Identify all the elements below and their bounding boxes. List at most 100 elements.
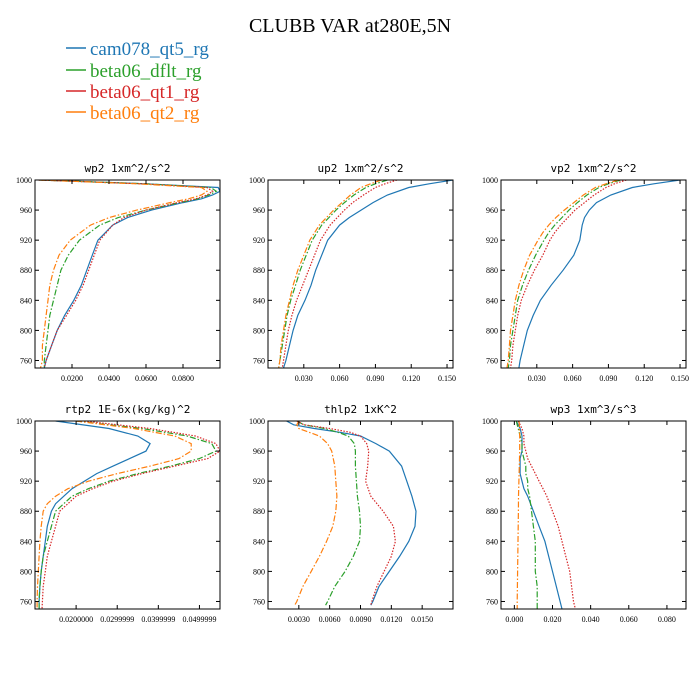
legend-entry: cam078_qt5_rg	[66, 39, 209, 60]
y-tick-label: 840	[253, 537, 265, 546]
y-tick-label: 960	[20, 206, 32, 215]
x-tick-label: 0.0600	[135, 374, 157, 383]
x-tick-label: 0.0400	[98, 374, 120, 383]
y-tick-label: 800	[486, 567, 498, 576]
plot-area	[506, 180, 681, 368]
x-tick-label: 0.0800	[172, 374, 194, 383]
y-tick-label: 920	[486, 236, 498, 245]
y-tick-label: 760	[20, 597, 32, 606]
y-tick-label: 760	[486, 356, 498, 365]
series-line	[281, 180, 398, 368]
y-tick-label: 840	[253, 296, 265, 305]
y-tick-label: 760	[253, 597, 265, 606]
y-tick-label: 760	[253, 356, 265, 365]
plot-area	[36, 421, 220, 609]
series-line	[506, 180, 619, 368]
y-tick-label: 800	[20, 567, 32, 576]
series-line	[517, 421, 576, 609]
y-tick-label: 800	[253, 567, 265, 576]
x-tick-label: 0.0399999	[141, 615, 175, 624]
x-tick-label: 0.060	[564, 374, 582, 383]
x-tick-label: 0.000	[505, 615, 523, 624]
x-tick-label: 0.060	[331, 374, 349, 383]
x-tick-label: 0.150	[438, 374, 456, 383]
y-tick-label: 920	[486, 477, 498, 486]
series-line	[507, 180, 621, 368]
series-line	[38, 180, 220, 368]
y-tick-label: 960	[486, 206, 498, 215]
plot-area	[515, 421, 576, 609]
plot-frame	[500, 179, 687, 369]
y-tick-label: 960	[253, 447, 265, 456]
legend-entry: beta06_dflt_rg	[66, 61, 202, 82]
series-line	[278, 180, 382, 368]
plot-frame	[267, 420, 454, 610]
panel-title: thlp2 1xK^2	[324, 403, 397, 416]
x-tick-label: 0.0200	[61, 374, 83, 383]
series-line	[516, 421, 521, 609]
x-tick-label: 0.0060	[319, 615, 341, 624]
x-tick-label: 0.0200000	[59, 615, 93, 624]
y-tick-label: 760	[20, 356, 32, 365]
plot-area	[286, 421, 417, 606]
plot-frame	[34, 420, 221, 610]
chart-panel-6: wp3 1xm^3/s^3 760 800 840 880 920 960 1000 0.000…	[482, 403, 687, 624]
y-tick-label: 1000	[16, 176, 32, 185]
x-tick-label: 0.090	[599, 374, 617, 383]
y-tick-label: 760	[486, 597, 498, 606]
chart-panel-4: rtp2 1E-6x(kg/kg)^2 760 800 840 880 920 960 100…	[16, 403, 221, 624]
y-tick-label: 800	[253, 326, 265, 335]
series-line	[278, 180, 388, 368]
x-tick-label: 0.030	[528, 374, 546, 383]
plot-area	[38, 180, 220, 368]
series-line	[36, 421, 192, 609]
y-tick-label: 920	[20, 477, 32, 486]
chart-panel-3: vp2 1xm^2/s^2 760 800 840 880 920 960 1000 0.030…	[482, 162, 689, 383]
legend-label-2: beta06_dflt_rg	[90, 61, 202, 82]
plot-frame	[34, 179, 221, 369]
x-tick-label: 0.060	[620, 615, 638, 624]
series-line	[296, 421, 397, 606]
y-tick-label: 1000	[16, 417, 32, 426]
legend: cam078_qt5_rg beta06_dflt_rg beta06_qt1_…	[66, 39, 209, 124]
chart-panel-2: up2 1xm^2/s^2 760 800 840 880 920 960 1000 0.030…	[249, 162, 456, 383]
series-line	[38, 421, 151, 609]
y-tick-label: 840	[20, 296, 32, 305]
y-tick-label: 920	[253, 477, 265, 486]
y-tick-label: 1000	[482, 417, 498, 426]
legend-label-3: beta06_qt1_rg	[90, 82, 200, 103]
y-tick-label: 1000	[482, 176, 498, 185]
panels: wp2 1xm^2/s^2 760 800 840 880 920 960 1000 0.020…	[16, 162, 689, 624]
series-line	[509, 180, 627, 368]
y-tick-label: 920	[253, 236, 265, 245]
chart-panel-5: thlp2 1xK^2 760 800 840 880 920 960 1000 0.0030 0…	[249, 403, 454, 624]
y-tick-label: 840	[486, 537, 498, 546]
series-line	[294, 421, 338, 606]
figure-title: CLUBB VAR at280E,5N	[249, 15, 451, 37]
y-tick-label: 880	[486, 266, 498, 275]
x-tick-label: 0.080	[658, 615, 676, 624]
y-tick-label: 1000	[249, 176, 265, 185]
series-line	[41, 421, 220, 609]
panel-title: up2 1xm^2/s^2	[317, 162, 403, 175]
y-tick-label: 800	[20, 326, 32, 335]
series-line	[40, 180, 218, 368]
y-tick-label: 840	[486, 296, 498, 305]
legend-entry: beta06_qt2_rg	[66, 103, 200, 124]
y-tick-label: 800	[486, 326, 498, 335]
y-tick-label: 880	[20, 266, 32, 275]
series-line	[38, 421, 217, 609]
x-tick-label: 0.040	[582, 615, 600, 624]
panel-title: wp2 1xm^2/s^2	[84, 162, 170, 175]
panel-title: rtp2 1E-6x(kg/kg)^2	[65, 403, 191, 416]
x-tick-label: 0.0499999	[182, 615, 216, 624]
series-line	[286, 421, 417, 606]
chart-panel-1: wp2 1xm^2/s^2 760 800 840 880 920 960 1000 0.020…	[16, 162, 221, 383]
y-tick-label: 880	[253, 507, 265, 516]
series-line	[282, 180, 453, 368]
x-tick-label: 0.0299999	[100, 615, 134, 624]
series-line	[515, 421, 563, 609]
x-tick-label: 0.0030	[288, 615, 310, 624]
panel-title: vp2 1xm^2/s^2	[550, 162, 636, 175]
